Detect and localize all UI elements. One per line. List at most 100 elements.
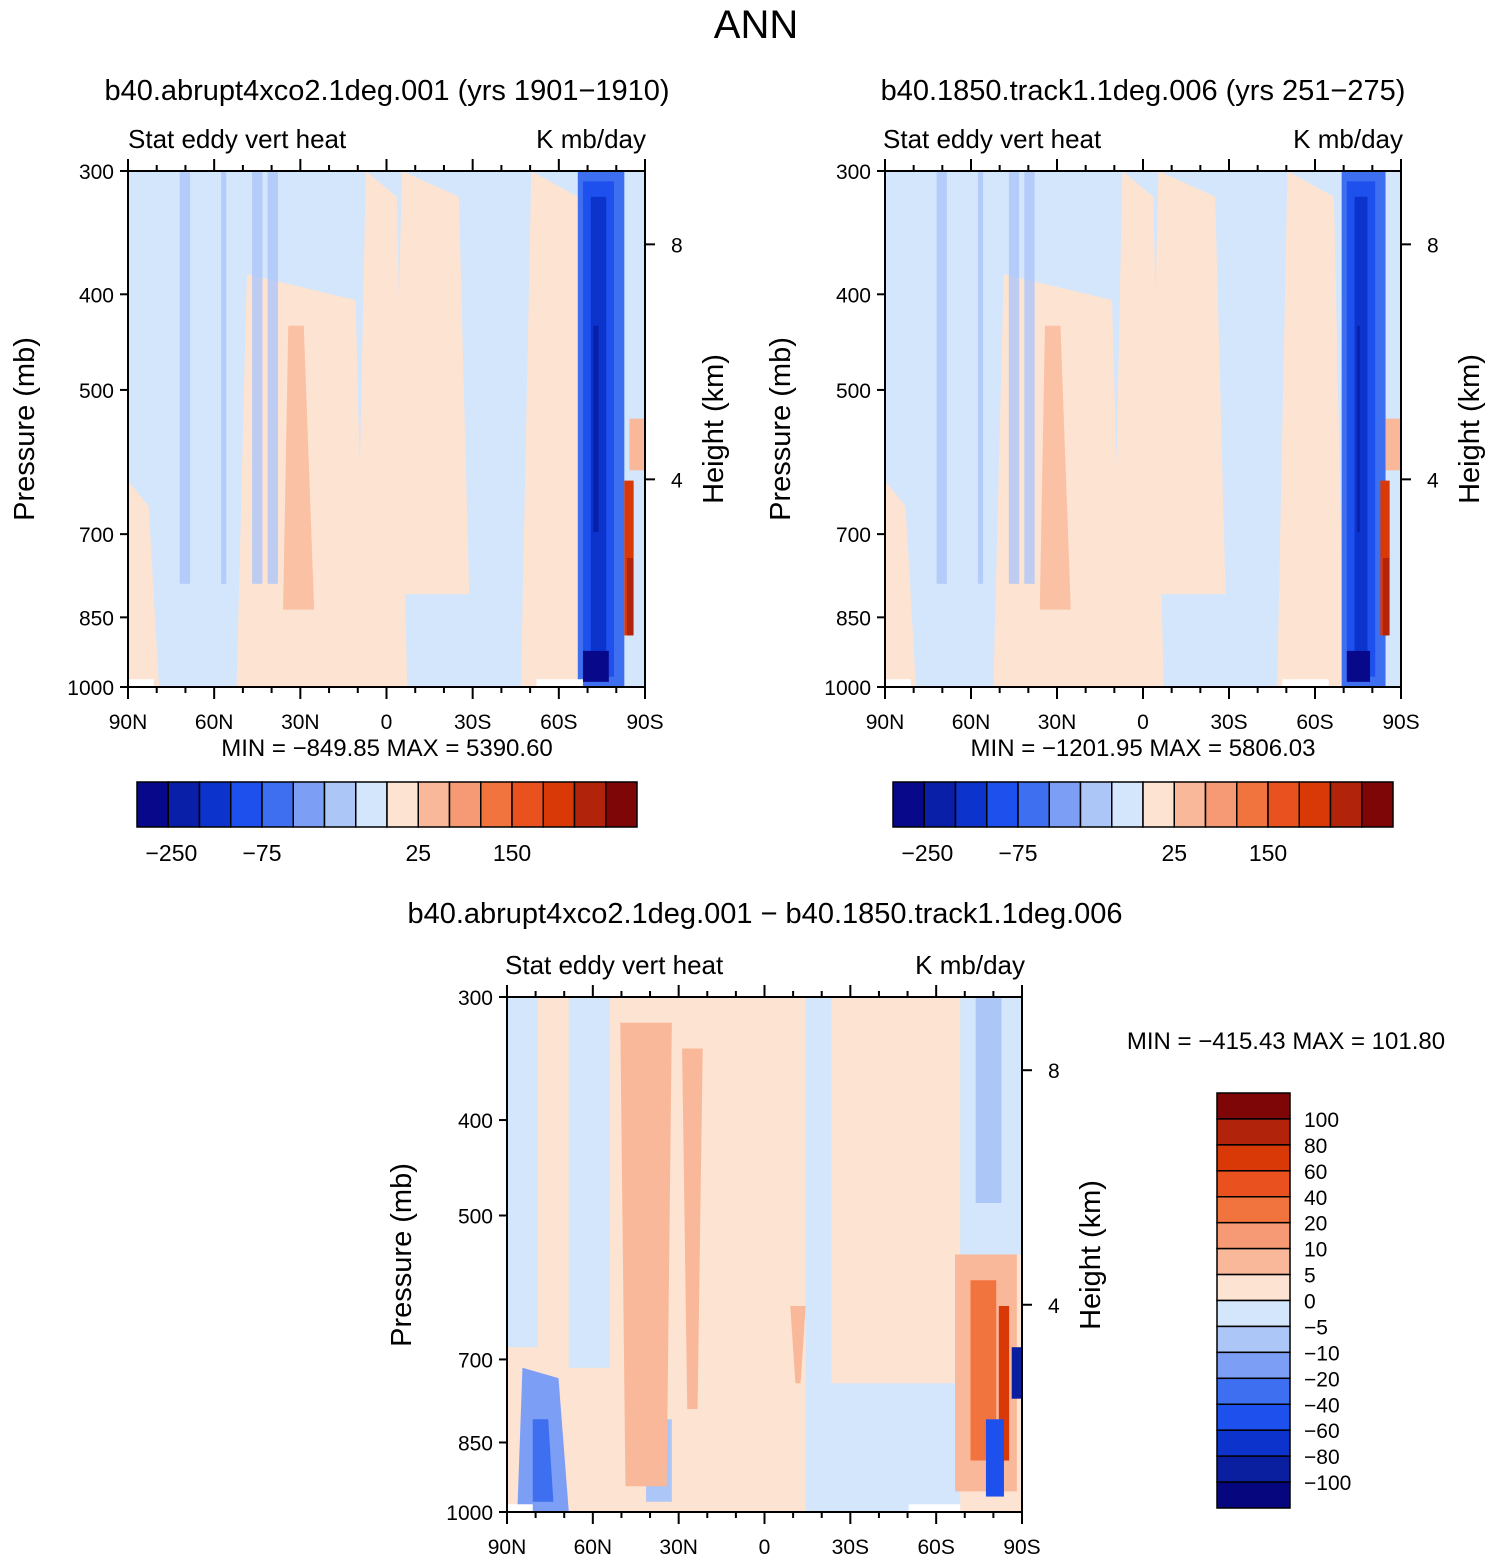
colorbar-swatch [1216,1196,1291,1224]
antarctic-negative-4 [1357,325,1360,533]
colorbar-label: −75 [242,840,281,866]
colorbar-label: −20 [1304,1368,1340,1391]
colorbar-swatch [1079,781,1113,828]
antarctic-negative-5 [1346,650,1371,682]
y-right-tick-label: 8 [1048,1060,1060,1083]
colorbar-swatch [1216,1118,1291,1146]
colorbar-swatch [1216,1429,1291,1457]
colorbar-swatch [261,781,294,828]
colorbar-label: 25 [1161,840,1187,866]
colorbar-swatch [1216,1170,1291,1198]
colorbar-swatch [448,781,482,828]
panel-3-right-subtitle: K mb/day [915,950,1025,980]
panel-1-colorbar: −250 −75 25 150 [136,781,638,866]
polar-negative [985,1419,1004,1497]
colorbar-swatch [1216,1403,1291,1431]
colorbar-label: 10 [1304,1239,1327,1262]
colorbar-swatch [1298,781,1332,828]
negative-streak [179,171,191,584]
panel-2-minmax: MIN = −1201.95 MAX = 5806.03 [971,735,1316,762]
colorbar-label: 150 [1249,840,1287,866]
panel-difference: b40.abrupt4xco2.1deg.001 − b40.1850.trac… [386,898,1445,1559]
negative-streak [252,171,263,584]
colorbar-swatch [1361,781,1394,828]
positive-band [1277,171,1345,687]
negative-region [568,997,610,1368]
polar-positive-3 [1385,418,1401,471]
panel-2-left-subtitle: Stat eddy vert heat [883,124,1102,154]
missing-area [908,1504,961,1512]
x-tick-label: 30N [281,711,320,734]
colorbar-swatch [1216,1455,1291,1483]
x-tick-label: 60N [952,711,991,734]
panel-2-axes: 300 400 500 700 850 1000 8 4 90N 60N 30N 0 30S 60S 90S [824,159,1439,734]
colorbar-swatch [1216,1221,1291,1250]
colorbar-label: −250 [901,840,953,866]
y-tick-label: 850 [458,1432,493,1455]
colorbar-swatch [1048,781,1082,828]
panel-1-right-subtitle: K mb/day [536,124,646,154]
colorbar-swatch [923,781,957,828]
y-tick-label: 700 [458,1349,493,1372]
y-right-tick-label: 8 [671,234,683,257]
y-tick-label: 400 [458,1110,493,1133]
colorbar-swatch [1216,1092,1291,1120]
colorbar-swatch [1329,781,1363,828]
x-tick-label: 90S [1382,711,1419,734]
colorbar-label: 60 [1304,1161,1327,1184]
colorbar-label: −80 [1304,1446,1340,1469]
colorbar-swatch [1216,1247,1291,1276]
x-tick-label: 60S [917,1536,954,1559]
colorbar-swatch [355,781,388,828]
panel-3-ylabel-right: Height (km) [1075,1180,1107,1330]
colorbar-label: 5 [1304,1265,1316,1288]
y-tick-label: 500 [458,1206,493,1229]
negative-streak [936,171,947,584]
y-right-tick-label: 8 [1427,234,1439,257]
colorbar-swatch [417,781,451,828]
negative-streak [977,171,984,584]
positive-band [885,480,916,687]
colorbar-label: 100 [1304,1109,1339,1132]
antarctic-negative-4 [593,325,599,533]
panel-3-axes: 300 400 500 700 850 1000 8 4 90N 60N 30N 0 30S 60S 90S [446,985,1060,1559]
negative-patch [532,1419,554,1502]
colorbar-swatch [167,781,201,828]
positive-band [128,480,160,687]
y-tick-label: 300 [836,161,871,184]
colorbar-swatch [605,781,638,828]
colorbar-swatch [573,781,607,828]
colorbar-swatch [1236,781,1269,828]
colorbar-swatch [1216,1299,1291,1328]
polar-positive-2 [626,558,634,636]
x-tick-label: 30S [832,1536,869,1559]
colorbar-swatch [1216,1144,1291,1172]
colorbar-label: −60 [1304,1420,1340,1443]
x-tick-label: 90S [626,711,663,734]
panel-3-colorbar: 100 80 60 40 20 10 5 0−5 −10 −20 −40 −60 −80 −100 [1216,1092,1351,1509]
colorbar-swatch [1216,1273,1291,1302]
polar-positive-2 [1382,558,1390,636]
missing-area [1282,679,1329,687]
y-tick-label: 700 [836,524,871,547]
panel-2-ylabel: Pressure (mb) [765,337,797,521]
x-tick-label: 0 [381,711,393,734]
x-tick-label: 0 [759,1536,771,1559]
x-tick-label: 0 [1137,711,1149,734]
y-tick-label: 500 [836,380,871,403]
panel-1-contour-field [128,171,645,687]
panel-3-left-subtitle: Stat eddy vert heat [505,950,724,980]
x-tick-label: 90N [109,711,148,734]
colorbar-swatch [542,781,576,828]
panel-control-abrupt: b40.abrupt4xco2.1deg.001 (yrs 1901−1910)… [9,75,730,866]
colorbar-label: 40 [1304,1187,1327,1210]
y-tick-label: 700 [79,524,114,547]
colorbar-label: −5 [1304,1316,1328,1339]
polar-positive [998,1306,1010,1461]
negative-streak [1024,171,1035,584]
negative-region [507,997,538,1348]
colorbar-swatch [1204,781,1238,828]
antarctic-negative-3 [590,196,607,677]
y-right-tick-label: 4 [1427,469,1439,492]
